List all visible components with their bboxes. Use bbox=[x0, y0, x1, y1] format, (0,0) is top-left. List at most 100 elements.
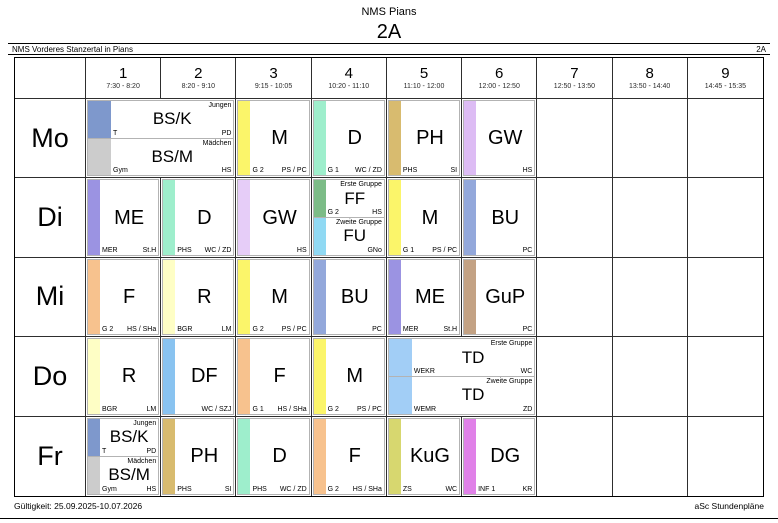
room-label: HS bbox=[221, 167, 232, 175]
subject-label: BU bbox=[340, 285, 369, 308]
period-time: 14:45 - 15:35 bbox=[704, 83, 746, 90]
subject-color-bar bbox=[388, 339, 412, 376]
lesson-box: GuP PC bbox=[463, 258, 536, 336]
teacher-label: G 2 bbox=[252, 167, 264, 175]
room-label: PS / PC bbox=[356, 405, 382, 413]
period-header-8: 8 13:50 - 14:40 bbox=[612, 58, 688, 99]
period-number: 7 bbox=[570, 65, 579, 82]
lesson-cell: DF WC / SZJ bbox=[161, 337, 237, 417]
lesson-part: F G 1 HS / SHa bbox=[238, 339, 308, 414]
teacher-label: MER bbox=[402, 326, 419, 334]
teacher-label: G 2 bbox=[102, 326, 114, 334]
band-school-name: NMS Vorderes Stanzertal in Pians bbox=[12, 44, 133, 54]
subject-label: TD bbox=[461, 347, 485, 367]
lesson-part: M G 2 PS / PC bbox=[238, 259, 308, 335]
room-label: HS / SHa bbox=[277, 405, 307, 413]
lesson-part: GuP PC bbox=[464, 259, 534, 335]
room-label: PS / PC bbox=[281, 167, 307, 175]
room-label: HS bbox=[296, 246, 307, 254]
lesson-part: Jungen BS/K T PD bbox=[88, 418, 158, 456]
group-label: Erste Gruppe bbox=[490, 340, 533, 348]
lesson-part: BU PC bbox=[464, 180, 534, 255]
subject-color-bar bbox=[388, 180, 401, 255]
room-label: SI bbox=[450, 167, 458, 175]
subject-label: F bbox=[273, 365, 286, 388]
empty-cell bbox=[687, 178, 763, 258]
lesson-cell: M G 1 PS / PC bbox=[386, 178, 463, 258]
lesson-content: R BGR LM bbox=[175, 260, 233, 334]
period-number: 1 bbox=[118, 65, 128, 82]
day-label-fr: Fr bbox=[15, 416, 86, 496]
lesson-content: Erste Gruppe FF G 2 HS bbox=[326, 180, 384, 217]
period-header-6: 6 12:00 - 12:50 bbox=[462, 58, 538, 99]
period-header-5: 5 11:10 - 12:00 bbox=[386, 58, 463, 99]
subject-color-bar bbox=[313, 101, 326, 176]
lesson-box: PH PHS SI bbox=[162, 417, 235, 495]
lesson-box: Erste Gruppe FF G 2 HS Zweite Gruppe FU GNo bbox=[312, 179, 385, 256]
subject-label: D bbox=[197, 206, 212, 229]
lesson-part: Mädchen BS/M Gym HS bbox=[88, 137, 234, 176]
lesson-part: R BGR LM bbox=[163, 259, 233, 335]
lesson-part: GW HS bbox=[238, 180, 308, 255]
period-header-2: 2 8:20 - 9:10 bbox=[161, 58, 237, 99]
period-header-1: 1 7:30 - 8:20 bbox=[86, 58, 162, 99]
room-label: HS bbox=[146, 486, 157, 493]
subject-color-bar bbox=[388, 418, 401, 494]
subject-label: BS/M bbox=[108, 465, 150, 485]
lesson-content: GW HS bbox=[476, 101, 534, 175]
lesson-box: ME MER St.H bbox=[387, 258, 461, 336]
room-label: PD bbox=[221, 129, 232, 137]
lesson-box: DF WC / SZJ bbox=[162, 338, 235, 415]
subject-label: DG bbox=[490, 445, 521, 468]
teacher-label: T bbox=[113, 129, 118, 137]
subject-color-bar bbox=[88, 456, 100, 494]
room-label: PC bbox=[522, 326, 533, 334]
group-label: Zweite Gruppe bbox=[335, 219, 382, 227]
subject-color-bar bbox=[163, 259, 176, 335]
lesson-content: D PHS WC / ZD bbox=[175, 180, 233, 254]
period-header-4: 4 10:20 - 11:10 bbox=[311, 58, 387, 99]
subject-color-bar bbox=[88, 339, 100, 414]
lesson-content: GuP PC bbox=[476, 260, 534, 334]
lesson-content: R BGR LM bbox=[100, 339, 158, 413]
lesson-content: DG INF 1 KR bbox=[476, 419, 534, 494]
lesson-box: Jungen BS/K T PD Mädchen BS/M Gym HS bbox=[87, 417, 160, 495]
subject-color-bar bbox=[313, 418, 326, 494]
lesson-cell: ME MER St.H bbox=[386, 257, 463, 338]
header-band: NMS Vorderes Stanzertal in Pians 2A bbox=[8, 43, 770, 55]
lesson-cell: Erste Gruppe FF G 2 HS Zweite Gruppe FU GNo bbox=[311, 178, 387, 258]
lesson-cell: M G 2 PS / PC bbox=[311, 337, 387, 417]
lesson-cell: Jungen BS/K T PD Mädchen BS/M Gym HS bbox=[86, 416, 162, 496]
subject-color-bar bbox=[313, 218, 326, 255]
lesson-content: DF WC / SZJ bbox=[175, 339, 233, 413]
period-time: 10:20 - 11:10 bbox=[328, 83, 370, 90]
lesson-box: BU PC bbox=[463, 179, 536, 256]
lesson-cell: PH PHS SI bbox=[161, 416, 237, 496]
lesson-cell: GW HS bbox=[236, 178, 312, 258]
lesson-cell: ME MER St.H bbox=[86, 178, 162, 258]
lesson-content: PH PHS SI bbox=[175, 419, 233, 494]
lesson-content: Jungen BS/K T PD bbox=[100, 419, 158, 456]
lesson-part: DG INF 1 KR bbox=[464, 418, 534, 494]
subject-color-bar bbox=[464, 101, 477, 176]
subject-label: M bbox=[346, 365, 364, 388]
room-label: WC / SZJ bbox=[201, 405, 232, 413]
lesson-part: F G 2 HS / SHa bbox=[88, 259, 158, 335]
lesson-box: KuG ZS WC bbox=[387, 417, 461, 495]
empty-cell bbox=[537, 257, 613, 338]
room-label: WC bbox=[520, 367, 533, 375]
group-label: Zweite Gruppe bbox=[486, 377, 533, 385]
lesson-part: M G 1 PS / PC bbox=[388, 180, 459, 255]
band-class-name: 2A bbox=[756, 44, 766, 54]
period-time: 12:00 - 12:50 bbox=[478, 83, 520, 90]
subject-label: F bbox=[123, 285, 136, 308]
lesson-part: D G 1 WC / ZD bbox=[313, 101, 384, 176]
lesson-box: R BGR LM bbox=[162, 258, 235, 336]
subject-color-bar bbox=[88, 180, 100, 255]
lesson-part: PH PHS SI bbox=[163, 418, 233, 494]
subject-label: FU bbox=[343, 226, 367, 246]
period-number: 2 bbox=[194, 65, 203, 82]
lesson-box: GW HS bbox=[237, 179, 310, 256]
room-label: WC / ZD bbox=[204, 246, 232, 254]
lesson-box: Erste Gruppe TD WEKR WC Zweite Gruppe TD WEMR Z… bbox=[387, 338, 536, 415]
